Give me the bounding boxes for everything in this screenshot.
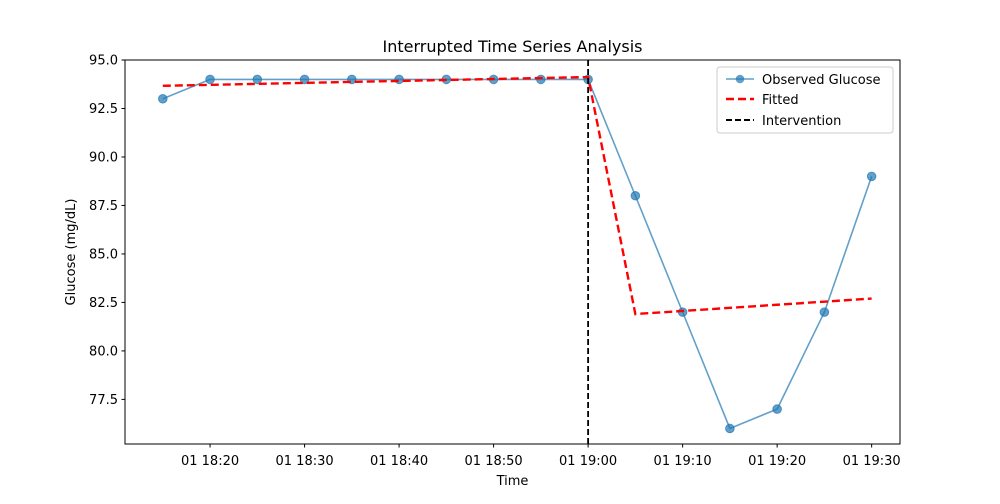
y-tick-label: 92.5 [89, 102, 118, 117]
observed-glucose-point [536, 74, 546, 85]
observed-glucose-point [394, 74, 404, 85]
y-tick-label: 85.0 [89, 247, 118, 262]
x-tick-label: 01 18:50 [465, 454, 523, 469]
plot-frame [124, 59, 901, 445]
observed-glucose-point [205, 74, 215, 85]
observed-glucose-point [819, 307, 830, 317]
observed-glucose-point [772, 404, 782, 414]
observed-glucose-point [299, 74, 310, 85]
legend: Observed Glucose Fitted Intervention [716, 66, 894, 134]
x-tick-label: 01 19:00 [559, 454, 617, 469]
x-tick-label: 01 19:30 [843, 454, 901, 469]
x-tick-label: 01 19:10 [654, 454, 712, 469]
x-tick-label: 01 18:30 [276, 454, 334, 469]
x-tick-label: 01 18:20 [181, 454, 239, 469]
fitted-line [162, 75, 872, 316]
x-tick-label: 01 19:20 [748, 454, 806, 469]
observed-glucose-point [158, 93, 168, 104]
x-axis-title: Time [496, 474, 529, 489]
y-tick-label: 87.5 [89, 199, 118, 214]
chart-title: Interrupted Time Series Analysis [383, 37, 643, 56]
axis-ticks: 77.5 80.0 82.5 85.0 87.5 90.0 92.5 95.0 01 18:20… [89, 54, 901, 470]
observed-glucose-point [725, 423, 735, 434]
y-tick-label: 95.0 [89, 54, 118, 69]
legend-label-fitted: Fitted [762, 93, 799, 108]
x-tick-label: 01 18:40 [370, 454, 428, 469]
y-tick-label: 90.0 [89, 150, 118, 165]
legend-label-intervention: Intervention [762, 114, 841, 129]
observed-glucose-point [866, 171, 877, 182]
legend-marker-observed [735, 74, 745, 84]
observed-glucose-point [252, 74, 263, 85]
y-axis-title: Glucose (mg/dL) [64, 199, 79, 306]
y-tick-label: 82.5 [89, 296, 118, 311]
plot-area [158, 60, 877, 444]
legend-label-observed: Observed Glucose [762, 73, 880, 88]
observed-glucose-point [630, 190, 641, 201]
y-tick-label: 80.0 [89, 344, 118, 359]
legend-box [716, 66, 894, 134]
y-tick-label: 77.5 [89, 393, 118, 408]
